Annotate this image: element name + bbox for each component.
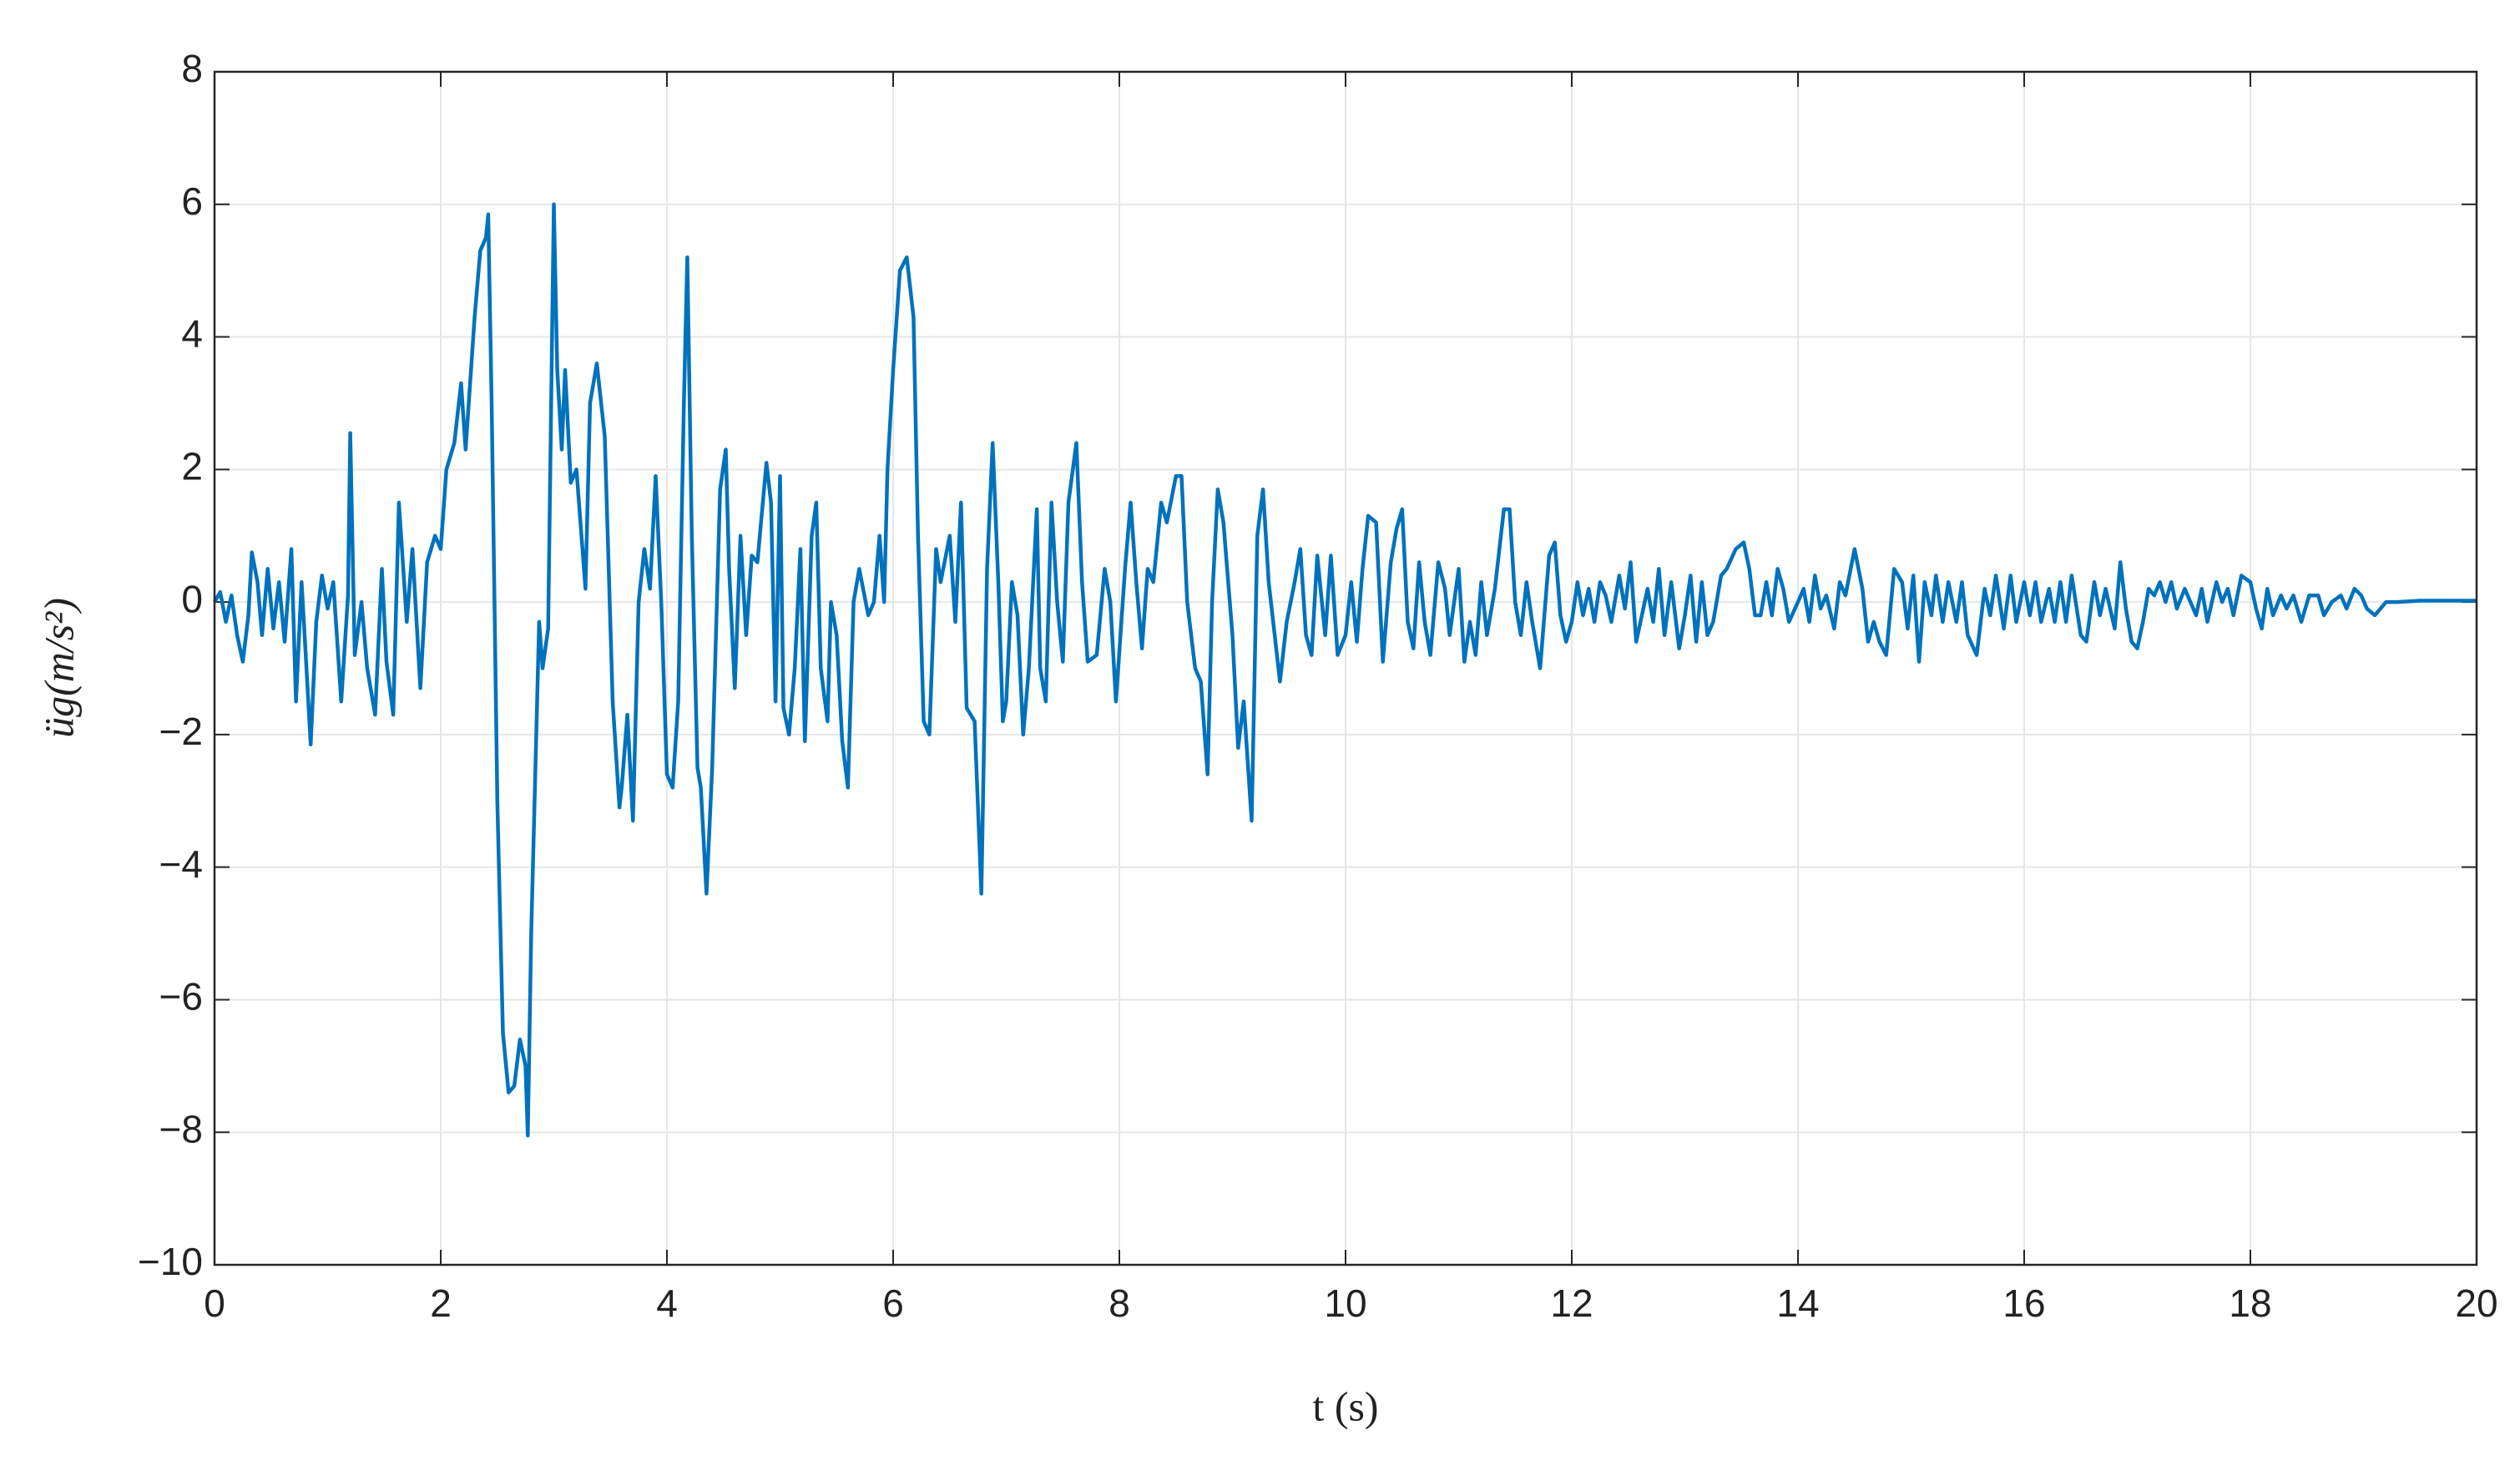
y-tick-label: 0	[181, 577, 203, 620]
y-tick-label: 2	[181, 444, 203, 488]
x-tick-label: 2	[430, 1282, 452, 1325]
plot-frame	[213, 70, 2478, 1266]
y-tick-label: −4	[159, 842, 203, 886]
x-tick-label: 12	[1550, 1282, 1593, 1325]
x-tick-label: 4	[656, 1282, 678, 1325]
y-axis-label: üg(m/s²)	[35, 598, 82, 738]
x-tick-label: 0	[204, 1282, 225, 1325]
y-tick-label: −2	[159, 710, 203, 753]
y-tick-label: 6	[181, 179, 203, 223]
x-tick-label: 18	[2229, 1282, 2271, 1325]
x-tick-label: 20	[2455, 1282, 2497, 1325]
y-tick-label: −10	[138, 1240, 203, 1283]
x-tick-label: 6	[882, 1282, 904, 1325]
y-tick-label: −8	[159, 1107, 203, 1150]
y-tick-label: 8	[181, 47, 203, 90]
x-tick-label: 16	[2002, 1282, 2045, 1325]
x-axis-label: t (s)	[1312, 1383, 1378, 1429]
y-tick-label: 4	[181, 312, 203, 356]
x-tick-label: 10	[1324, 1282, 1366, 1325]
x-tick-label: 14	[1776, 1282, 1819, 1325]
y-tick-label: −6	[159, 975, 203, 1019]
x-tick-label: 8	[1108, 1282, 1130, 1325]
data-line	[213, 202, 2477, 1138]
